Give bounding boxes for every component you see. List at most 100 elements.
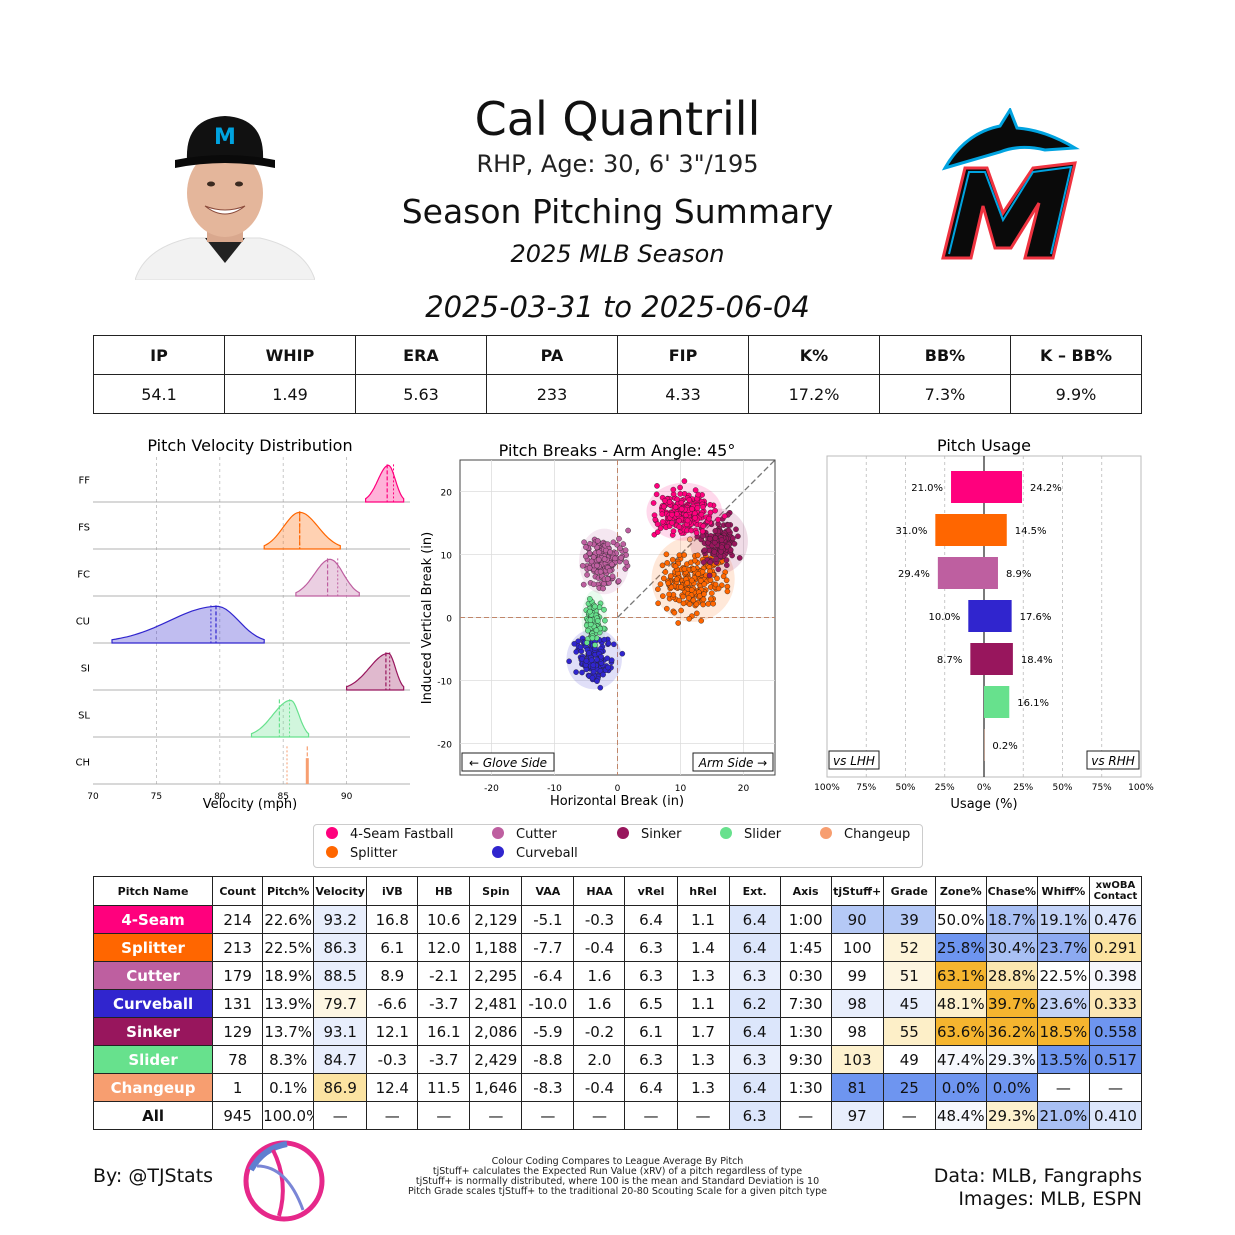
pitch-point-FF [670,486,677,493]
pitch-point-FC [609,573,616,580]
pitch-point-FS [659,562,666,569]
pitch-table-cell: 1.6 [573,989,626,1018]
pitch-table-header: Grade [882,876,936,906]
usage-tick: 0% [977,783,992,793]
pitch-table-cell: 6.4 [728,905,781,934]
pitch-table-cell: 1.6 [573,961,626,990]
pitch-table-cell: — [779,1101,832,1130]
pitch-point-FC [617,545,623,552]
usage-tick: 50% [895,783,915,793]
usage-tick: 25% [1013,783,1033,793]
pitch-table-cell: 2,481 [469,989,523,1018]
pitch-table-cell: 79.7 [313,989,368,1018]
usage-bar-lhh-CU [968,600,984,632]
pitch-table-cell: 99 [830,961,884,990]
pitch-table-cell: 45 [882,989,936,1018]
pitch-name-cell: Splitter [92,933,214,962]
pitch-table-cell: 23.7% [1036,933,1090,962]
pitch-point-FS [693,610,700,617]
legend-label: Slider [744,827,782,842]
pitch-point-FF [676,524,683,530]
pitch-table-cell: 1.3 [676,1073,730,1102]
pitch-point-FC [595,549,602,556]
pitch-table-cell: -0.4 [573,933,626,962]
pitch-table-cell: 11.5 [417,1073,471,1102]
pitch-table-cell: 7:30 [779,989,832,1018]
pitch-point-CH [687,536,693,543]
pitch-point-FC [595,556,602,563]
pitch-table-cell: 55 [882,1017,936,1046]
pitch-table-cell: 52 [882,933,936,962]
team-logo [941,108,1080,260]
pitch-point-FF [653,491,660,498]
pitch-table-cell: 6.3 [624,933,678,962]
stat-value: 1.49 [224,374,356,414]
pitch-table-row: 4-Seam 214 22.6% 93.2 16.8 10.6 2,129 -5.1 -0.3 6… [92,905,1143,934]
pitch-table-cell: 6.1 [366,933,419,962]
pitch-point-CU [586,650,592,656]
pitch-table-cell: 12.4 [366,1073,419,1102]
pitch-table-cell: 0:30 [779,961,832,990]
pitch-table-cell: 13.7% [262,1017,315,1046]
page-title: Season Pitching Summary [401,192,834,231]
pitch-point-FF [676,517,682,524]
pitch-name-cell: Curveball [92,989,214,1018]
pitch-point-FS [681,566,688,572]
pitch-table-cell: 8.3% [262,1045,315,1074]
pitch-point-FS [663,551,670,558]
pitch-point-FF [700,504,706,510]
pitch-point-FS [700,601,706,608]
break-x-tick: 20 [738,784,750,794]
pitch-point-FS [659,593,666,599]
legend-dot [492,846,504,858]
break-y-tick: 20 [441,489,453,499]
pitch-point-FC [590,581,597,588]
usage-bar-rhh-FF [984,471,1022,503]
pitch-point-FS [678,607,684,614]
velocity-tick: 90 [341,792,353,802]
pitch-point-SL [589,635,596,641]
pitch-table-cell: -5.1 [521,905,575,934]
pitch-table-cell: -8.8 [521,1045,575,1074]
velocity-density-SI [346,652,405,691]
pitch-table-cell: 98 [830,1017,884,1046]
pitch-table-row: Splitter 213 22.5% 86.3 6.1 12.0 1,188 -7.7 -0.4… [92,933,1143,962]
pitch-table-cell: 131 [212,989,264,1018]
break-y-tick: 10 [441,552,453,562]
pitch-table-header: HB [417,876,471,906]
pitch-table-header: Pitch Name [92,876,214,906]
pitch-table-row: All945100.0%————————6.3—97—48.4%29.3%21.… [92,1101,1143,1130]
stat-value: 9.9% [1010,374,1142,414]
pitch-point-SI [724,543,731,550]
pitch-table-cell: 18.9% [262,961,315,990]
pitch-table-cell: 0.0% [934,1073,987,1102]
pitch-table-cell: 1:30 [779,1073,832,1102]
pitch-point-FS [668,584,675,591]
pitch-table-header: xwOBA Contact [1088,876,1143,906]
pitch-point-FS [707,577,714,583]
pitch-point-FF [700,523,707,529]
usage-label-rhh: 17.6% [1020,612,1052,623]
pitch-table-cell: 1:30 [779,1017,832,1046]
pitch-table-header: Whiff% [1036,876,1090,906]
pitch-table-cell: -0.2 [573,1017,626,1046]
pitch-point-FS [695,571,702,577]
pitch-table-header: Pitch% [262,876,315,906]
pitch-point-FC [607,549,613,555]
pitch-table-cell: 21.0% [1036,1101,1090,1130]
pitch-point-FS [660,575,667,582]
pitch-point-FF [678,499,685,506]
pitch-break-chart: Pitch Breaks - Arm Angle: 45° Horizontal… [420,441,776,809]
usage-tick: 75% [856,783,876,793]
byline: By: @TJStats [93,1165,214,1187]
pitch-point-FF [684,517,691,524]
usage-bar-lhh-FS [935,514,984,546]
pitch-point-FS [701,581,708,587]
pitch-point-FS [724,588,731,595]
stat-value: 4.33 [617,374,749,414]
pitch-point-SI [706,572,713,579]
pitch-table-header: HAA [573,876,626,906]
pitch-table-cell: 0.476 [1088,905,1143,934]
pitch-table-header: vRel [624,876,678,906]
pitch-table-header: iVB [366,876,419,906]
